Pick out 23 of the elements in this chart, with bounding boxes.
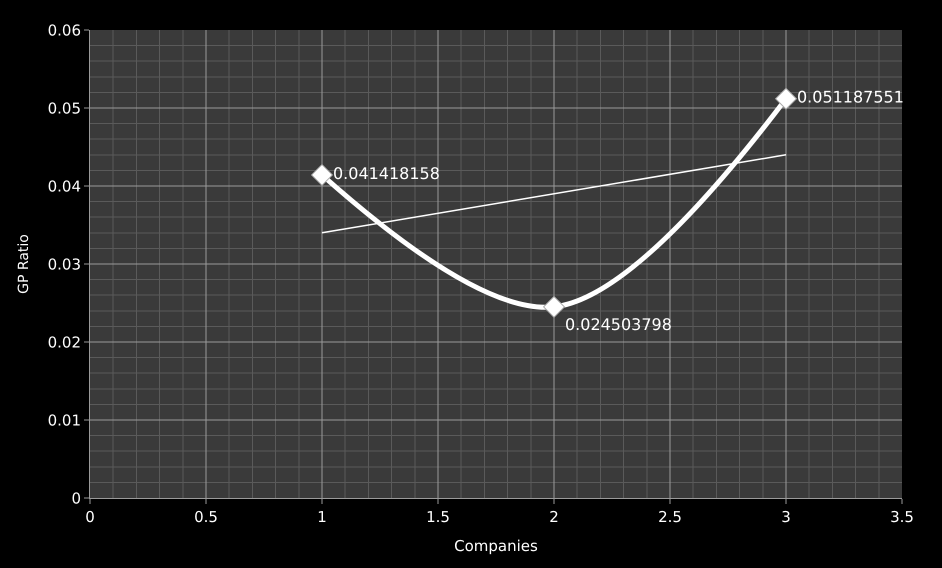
x-tick-label: 3: [781, 508, 791, 526]
x-tick-label: 1.5: [426, 508, 450, 526]
y-axis-title: GP Ratio: [16, 234, 32, 294]
y-tick-label: 0: [71, 489, 81, 508]
data-label: 0.024503798: [565, 314, 672, 334]
x-tick-label: 1: [317, 508, 327, 526]
data-label: 0.051187551: [797, 88, 904, 107]
data-label: 0.041418158: [333, 164, 440, 183]
x-axis-title: Companies: [454, 537, 538, 555]
x-tick-label: 2.5: [658, 508, 682, 526]
point: [311, 164, 333, 186]
point: [543, 296, 565, 318]
x-tick-label: 3.5: [890, 508, 914, 526]
y-tick-label: 0.03: [48, 255, 81, 274]
point: [775, 88, 797, 110]
x-tick-label: 2: [549, 508, 559, 526]
y-tick-label: 0.05: [48, 99, 81, 118]
x-tick-label: 0: [85, 508, 95, 526]
x-tick-label: 0.5: [194, 508, 218, 526]
y-tick-label: 0.04: [48, 177, 81, 196]
y-tick-label: 0.06: [48, 21, 81, 40]
y-tick-label: 0.02: [48, 333, 81, 352]
y-tick-label: 0.01: [48, 411, 81, 430]
